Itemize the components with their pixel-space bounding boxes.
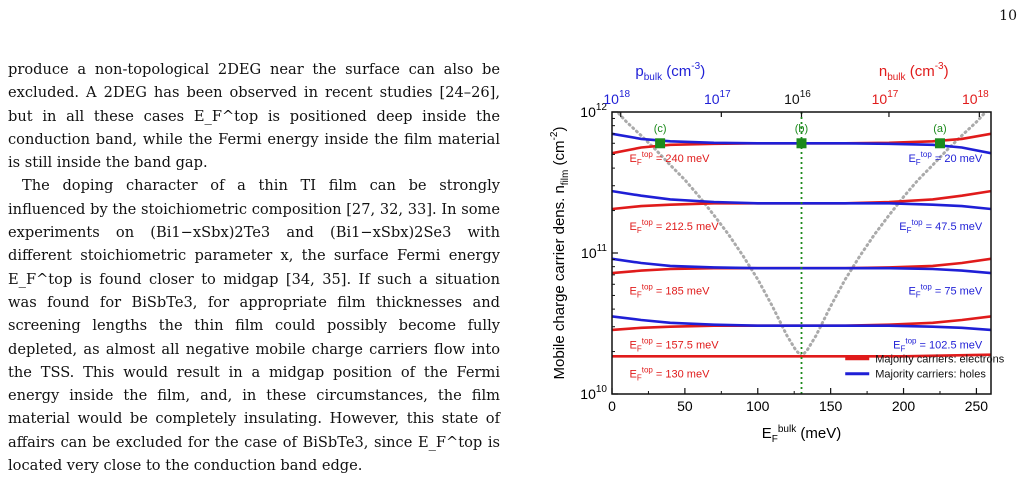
annotation-left-1: EFtop = 212.5 meV: [629, 218, 719, 235]
xtick-label-4: 200: [892, 398, 916, 414]
top-tick-label-4: 1018: [962, 89, 989, 107]
ytick-label-1: 1011: [581, 243, 607, 261]
top-tick-label-1: 1017: [704, 89, 731, 107]
paragraph-2: The doping character of a thin TI film c…: [8, 177, 500, 475]
top-tick-label-3: 1017: [872, 89, 899, 107]
annotation-right-1: EFtop = 47.5 meV: [899, 218, 983, 235]
annotation-left-4: EFtop = 130 meV: [629, 365, 710, 382]
body-text-column: produce a non-topological 2DEG near the …: [8, 58, 500, 477]
annotation-right-2: EFtop = 75 meV: [908, 283, 982, 300]
annotation-left-0: EFtop = 240 meV: [629, 150, 710, 167]
top-axis-title-n: nbulk (cm-3): [879, 61, 949, 83]
annotation-left-2: EFtop = 185 meV: [629, 283, 710, 300]
top-tick-label-0: 1018: [603, 89, 630, 107]
figure-fermi-density: (c) (b) (a) EFtop = 240 meV EFtop = 212.5 me…: [540, 50, 1029, 484]
marker-square-1: [796, 138, 807, 149]
marker-label-0: (c): [654, 123, 667, 135]
top-tick-label-2: 1016: [784, 89, 811, 107]
y-axis-title: Mobile charge carrier dens. nfilm (cm-2): [549, 127, 571, 380]
paragraph-1: produce a non-topological 2DEG near the …: [8, 61, 500, 172]
legend-label-1: Majority carriers: holes: [875, 369, 986, 381]
page-number: 10: [999, 8, 1017, 24]
marker-square-2: [934, 138, 945, 149]
marker-square-0: [655, 138, 666, 149]
chart-svg: (c) (b) (a) EFtop = 240 meV EFtop = 212.5 me…: [549, 61, 1005, 445]
marker-label-1: (b): [795, 123, 808, 135]
curve-electrons-8: [612, 353, 991, 358]
top-axis-title-p: pbulk (cm-3): [635, 61, 705, 83]
xtick-label-3: 150: [819, 398, 843, 414]
curve-holes-7: [612, 315, 991, 332]
marker-label-2: (a): [933, 123, 946, 135]
xtick-label-1: 50: [677, 398, 693, 414]
x-axis-title: EFbulk (meV): [762, 424, 841, 445]
annotation-right-3: EFtop = 102.5 meV: [893, 336, 983, 353]
ytick-label-2: 1012: [580, 102, 607, 120]
legend-label-0: Majority carriers: electrons: [875, 354, 1004, 366]
xtick-label-0: 0: [608, 398, 616, 414]
xtick-label-5: 250: [965, 398, 989, 414]
annotation-left-3: EFtop = 157.5 meV: [629, 336, 719, 353]
ytick-label-0: 1010: [580, 384, 607, 402]
xtick-label-2: 100: [746, 398, 770, 414]
annotation-right-0: EFtop = 20 meV: [908, 150, 982, 167]
